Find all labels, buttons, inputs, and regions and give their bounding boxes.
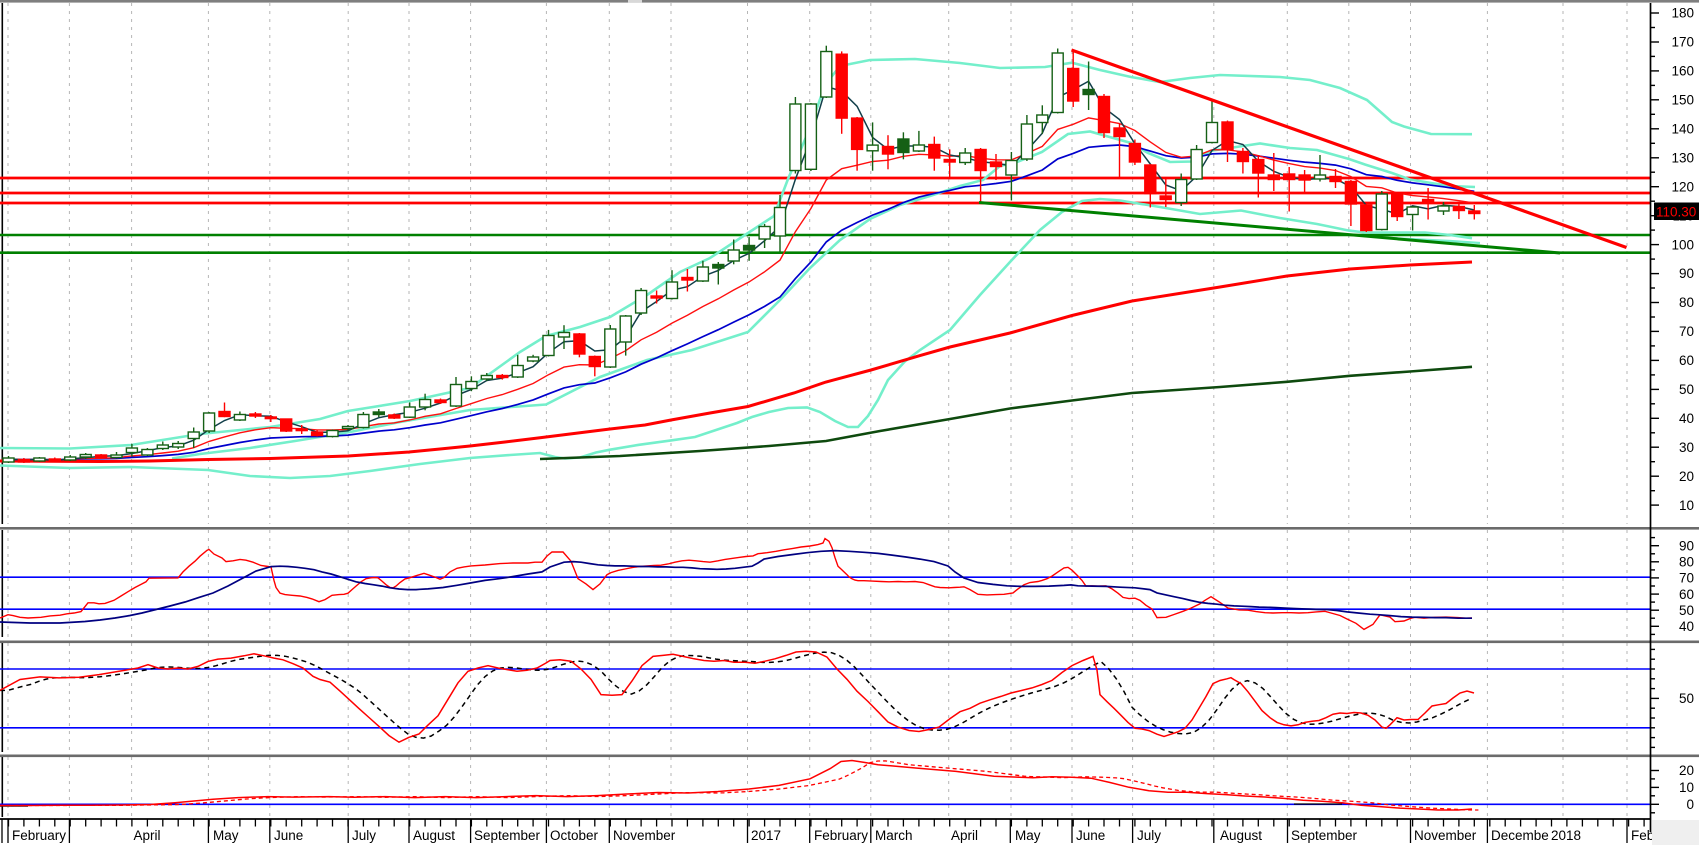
svg-text:60: 60 <box>1679 353 1694 368</box>
svg-text:2017: 2017 <box>751 828 781 843</box>
svg-text:130: 130 <box>1671 150 1694 165</box>
svg-text:80: 80 <box>1679 555 1694 570</box>
svg-text:June: June <box>274 828 303 843</box>
svg-text:180: 180 <box>1671 6 1694 21</box>
svg-text:80: 80 <box>1679 295 1694 310</box>
svg-text:60: 60 <box>1679 587 1694 602</box>
svg-text:October: October <box>550 828 599 843</box>
svg-text:100: 100 <box>1671 237 1694 252</box>
svg-text:April: April <box>951 828 978 843</box>
svg-text:150: 150 <box>1671 93 1694 108</box>
svg-text:November: November <box>1414 828 1477 843</box>
svg-text:May: May <box>1015 828 1041 843</box>
svg-text:20: 20 <box>1679 763 1694 778</box>
svg-text:February: February <box>814 828 868 843</box>
svg-text:September: September <box>474 828 541 843</box>
svg-text:40: 40 <box>1679 619 1694 634</box>
svg-text:170: 170 <box>1671 35 1694 50</box>
svg-text:10: 10 <box>1679 498 1694 513</box>
svg-text:10: 10 <box>1679 780 1694 795</box>
svg-text:June: June <box>1076 828 1105 843</box>
svg-text:Decembe: Decembe <box>1491 828 1549 843</box>
svg-text:0: 0 <box>1686 797 1694 812</box>
svg-text:20: 20 <box>1679 469 1694 484</box>
svg-text:August: August <box>1220 828 1262 843</box>
svg-text:70: 70 <box>1679 324 1694 339</box>
svg-text:160: 160 <box>1671 64 1694 79</box>
svg-text:July: July <box>1137 828 1161 843</box>
svg-text:110.30: 110.30 <box>1656 205 1696 220</box>
svg-text:May: May <box>213 828 239 843</box>
svg-text:August: August <box>413 828 455 843</box>
svg-text:70: 70 <box>1679 571 1694 586</box>
svg-text:November: November <box>613 828 676 843</box>
svg-text:90: 90 <box>1679 266 1694 281</box>
svg-text:50: 50 <box>1679 691 1694 706</box>
svg-text:March: March <box>875 828 913 843</box>
svg-text:140: 140 <box>1671 122 1694 137</box>
svg-text:50: 50 <box>1679 603 1694 618</box>
svg-text:30: 30 <box>1679 440 1694 455</box>
svg-text:120: 120 <box>1671 179 1694 194</box>
svg-text:40: 40 <box>1679 411 1694 426</box>
svg-text:2018: 2018 <box>1551 828 1581 843</box>
svg-text:Feb: Feb <box>1631 828 1654 843</box>
svg-text:September: September <box>1291 828 1358 843</box>
svg-text:July: July <box>352 828 376 843</box>
svg-text:50: 50 <box>1679 382 1694 397</box>
svg-text:April: April <box>133 828 160 843</box>
svg-text:February: February <box>12 828 66 843</box>
svg-text:90: 90 <box>1679 538 1694 553</box>
